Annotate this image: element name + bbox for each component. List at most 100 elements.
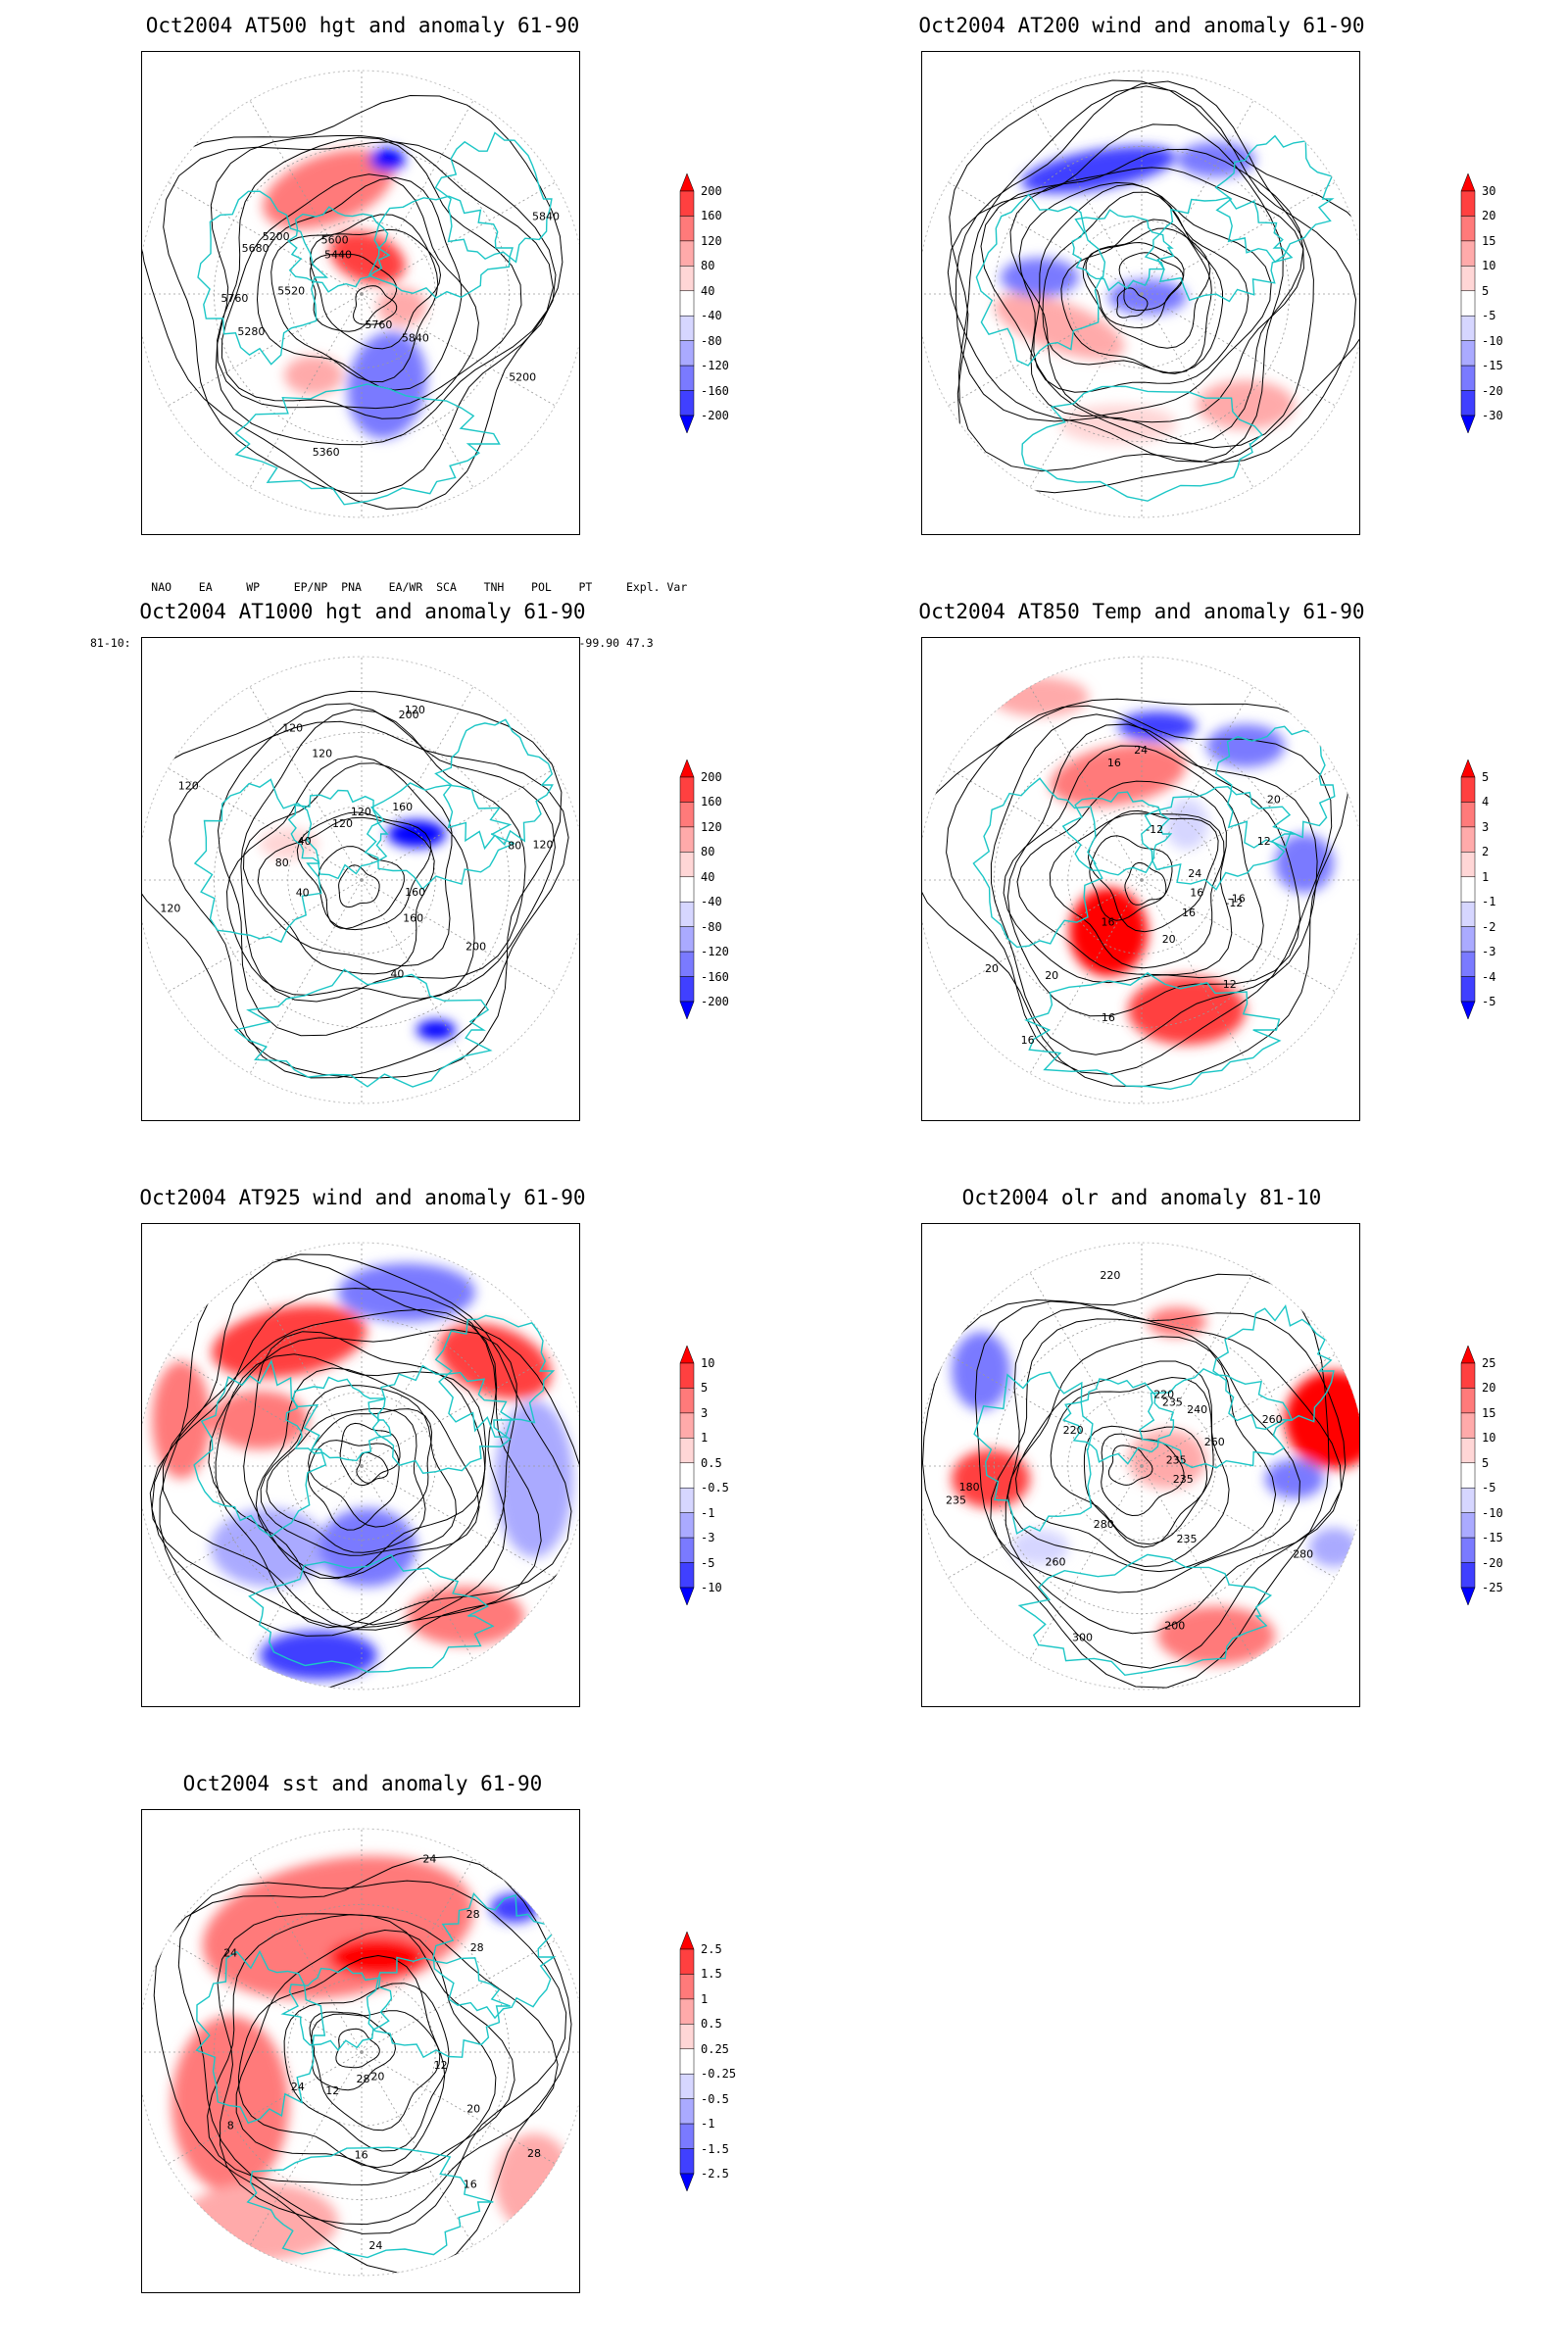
anomaly-shading <box>952 1307 1359 1665</box>
contour-line <box>356 1451 389 1484</box>
colorbar-tick-label: 0.5 <box>701 1455 722 1470</box>
polar-map <box>142 1242 579 1690</box>
colorbar-swatch <box>1460 1362 1476 1389</box>
contour-lines <box>922 698 1348 1088</box>
coastline <box>368 195 514 299</box>
colorbar-swatch <box>679 802 695 828</box>
contour-label: 120 <box>178 779 199 792</box>
contour-line <box>163 141 557 494</box>
colorbar-tick-label: -2.5 <box>701 2167 729 2180</box>
contour-line <box>1060 219 1212 374</box>
contour-line <box>208 1329 517 1626</box>
polar-map: 8012016016012040120120402002004012016012… <box>142 656 579 1104</box>
anomaly-region <box>1118 711 1197 741</box>
contour-line <box>955 80 1314 449</box>
contour-line <box>1033 183 1250 393</box>
index-header-row: NAO EA WP EP/NP PNA EA/WR SCA TNH POL PT… <box>90 580 688 594</box>
colorbar-swatch <box>1460 365 1476 391</box>
anomaly-region <box>1309 1528 1358 1567</box>
colorbar-swatch <box>679 976 695 1003</box>
colorbar-tick-label: 200 <box>701 770 722 784</box>
colorbar-swatch <box>679 1362 695 1389</box>
colorbar-swatch <box>679 1388 695 1414</box>
colorbar-swatch <box>679 760 695 778</box>
anomaly-region <box>1265 1459 1324 1498</box>
colorbar-swatch <box>1460 876 1476 903</box>
coastline <box>432 1891 557 2020</box>
contour-label: 5360 <box>313 446 340 459</box>
anomaly-region <box>1206 724 1285 767</box>
contour-label: 16 <box>355 2149 368 2162</box>
contour-line <box>1016 780 1233 976</box>
anomaly-region <box>495 1400 573 1557</box>
colorbar-tick-label: 120 <box>701 233 722 248</box>
contour-line <box>947 123 1284 463</box>
contour-label: 120 <box>405 704 425 716</box>
contour-label: 40 <box>296 886 310 899</box>
contour-line <box>309 228 442 350</box>
colorbar-tick-label: -3 <box>701 1531 715 1545</box>
panel-title: Oct2004 AT200 wind and anomaly 61-90 <box>918 14 1365 37</box>
contour-label: 200 <box>1164 1619 1185 1632</box>
contour-line <box>1050 1376 1214 1545</box>
colorbar-swatches <box>679 760 695 1020</box>
contour-label: 5760 <box>365 318 392 331</box>
colorbar-tick-label: 80 <box>701 259 715 273</box>
colorbar-swatch <box>679 1562 695 1589</box>
map-frame: 5760 5840 5280 5200 5200 5360 5440 5520 5600 5680… <box>141 51 580 535</box>
anomaly-region <box>1010 1530 1069 1565</box>
contour-line <box>162 1308 508 1631</box>
colorbar-tick-label: -10 <box>1482 333 1503 348</box>
colorbar-swatch <box>679 390 695 416</box>
contour-label: -12 <box>1225 897 1243 909</box>
colorbar-tick-label: 3 <box>1482 819 1490 834</box>
colorbar-swatch <box>1460 1512 1476 1539</box>
colorbar-swatch <box>1460 1562 1476 1589</box>
contour-line <box>215 1353 487 1629</box>
anomaly-region <box>284 356 343 395</box>
contour-line <box>957 85 1357 472</box>
panel-title: Oct2004 AT925 wind and anomaly 61-90 <box>139 1186 586 1209</box>
contour-label: 24 <box>223 1946 237 1959</box>
contour-label: 5440 <box>324 249 352 262</box>
coastline <box>434 718 554 851</box>
colorbar-tick-label: -80 <box>701 333 722 348</box>
colorbar-swatch <box>1460 340 1476 367</box>
map-frame: 16 12 16 16 20 -12 -16 -12 12 16 16 20 24 20 24 16 20 <box>921 637 1360 1121</box>
contour-line <box>1042 191 1223 373</box>
colorbar: 2.5 1.5 1 0.5 0.25 -0.25 -0.5 -1 -1.5 -2.5 <box>679 1932 753 2192</box>
contour-line <box>153 1856 572 2274</box>
contour-line <box>217 703 556 1037</box>
colorbar-swatch <box>679 190 695 217</box>
contour-label: 5760 <box>220 292 248 305</box>
contour-line <box>307 1408 433 1528</box>
contour-label: 5200 <box>509 370 536 383</box>
anomaly-region <box>1148 1307 1206 1337</box>
colorbar-tick-label: -160 <box>701 969 729 984</box>
colorbar-swatch <box>1460 760 1476 778</box>
colorbar: 200 160 120 80 40 -40 -80 -120 -160 -200 <box>679 173 753 434</box>
map-frame: 80 120 160 160 120 40 120 120 40 200 200 40 120 160 12… <box>141 637 580 1121</box>
contour-label: 80 <box>275 857 289 869</box>
contour-line <box>1003 745 1264 984</box>
colorbar-swatch <box>679 240 695 267</box>
contour-label: 24 <box>1134 744 1148 757</box>
anomaly-region <box>152 1361 211 1479</box>
contour-label: 160 <box>392 801 413 813</box>
panel-title: Oct2004 AT500 hgt and anomaly 61-90 <box>145 14 580 37</box>
colorbar-swatch <box>1460 1587 1476 1606</box>
colorbar-swatch <box>679 826 695 853</box>
colorbar-tick-label: -160 <box>701 383 729 398</box>
colorbar-swatch <box>1460 1487 1476 1513</box>
colorbar-swatch <box>679 1512 695 1539</box>
anomaly-region <box>211 1304 368 1379</box>
anomaly-region <box>1157 1606 1275 1665</box>
coastline <box>434 131 553 264</box>
colorbar: 200 160 120 80 40 -40 -80 -120 -160 -200 <box>679 760 753 1020</box>
contour-label: 24 <box>422 1853 436 1866</box>
contour-label: -16 <box>1228 893 1246 906</box>
colorbar-tick-label: 40 <box>701 869 715 884</box>
colorbar-tick-label: 2.5 <box>701 1942 722 1956</box>
contour-line <box>296 811 432 931</box>
